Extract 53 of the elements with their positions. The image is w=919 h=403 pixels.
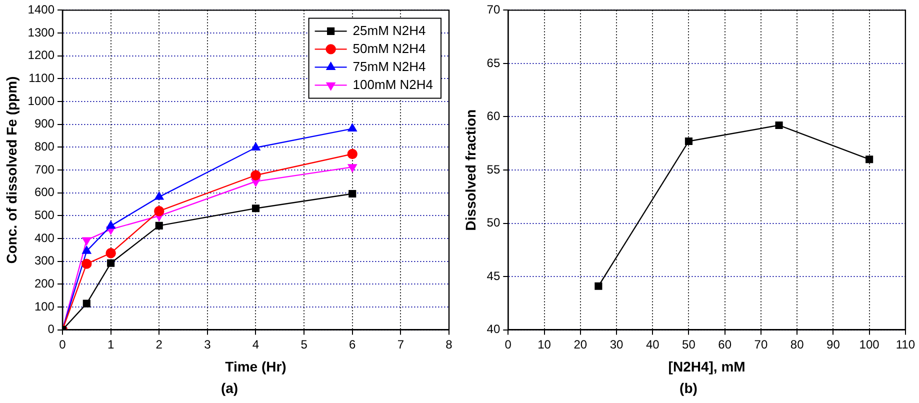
y-tick-label: 0 — [48, 322, 55, 336]
y-tick-label: 1100 — [28, 71, 55, 85]
legend-label: 25mM N2H4 — [352, 22, 426, 38]
y-tick-label: 600 — [34, 185, 55, 200]
x-tick-label: 5 — [300, 337, 308, 352]
x-tick-label: 110 — [896, 337, 916, 352]
x-tick-label: 0 — [504, 337, 512, 352]
y-tick-label: 1300 — [28, 25, 55, 40]
x-tick-label: 70 — [754, 337, 768, 352]
x-tick-label: 7 — [397, 337, 404, 352]
y-tick-label: 55 — [486, 162, 500, 176]
x-tick-label: 50 — [682, 337, 696, 352]
x-axis-title: Time (Hr) — [225, 358, 286, 374]
y-tick-label: 100 — [34, 299, 55, 314]
y-tick-label: 1400 — [28, 2, 55, 17]
x-tick-label: 90 — [826, 337, 840, 352]
x-tick-label: 8 — [446, 337, 453, 352]
y-tick-label: 300 — [34, 254, 55, 268]
x-tick-label: 80 — [790, 337, 804, 352]
y-tick-label: 1200 — [28, 48, 55, 62]
x-tick-label: 40 — [646, 337, 660, 352]
x-axis-title: [N2H4], mM — [668, 358, 746, 374]
y-tick-label: 500 — [34, 208, 55, 222]
x-tick-label: 3 — [204, 337, 212, 352]
x-tick-label: 1 — [107, 337, 114, 352]
legend-label: 100mM N2H4 — [352, 76, 434, 92]
y-tick-label: 900 — [34, 116, 55, 131]
y-tick-label: 50 — [486, 216, 500, 230]
text: (a) — [220, 380, 240, 396]
y-axis-title: Conc. of dissolved Fe (ppm) — [3, 76, 20, 264]
x-tick-label: 4 — [252, 337, 260, 352]
x-tick-label: 2 — [156, 337, 163, 352]
y-tick-label: 40 — [486, 322, 500, 336]
legend-label: 50mM N2H4 — [352, 40, 426, 56]
x-tick-label: 100 — [859, 337, 880, 352]
y-tick-label: 45 — [486, 268, 500, 283]
y-axis-title: Dissolved fraction — [462, 109, 478, 231]
legend-label: 75mM N2H4 — [352, 58, 426, 74]
y-tick-label: 400 — [34, 230, 55, 245]
y-tick-label: 60 — [486, 109, 500, 124]
y-tick-label: 700 — [34, 162, 55, 176]
y-tick-label: 800 — [34, 139, 55, 154]
x-tick-label: 60 — [718, 337, 732, 352]
y-tick-label: 1000 — [28, 94, 55, 108]
y-tick-label: 200 — [34, 276, 55, 290]
x-tick-label: 20 — [574, 337, 588, 352]
x-tick-label: 0 — [59, 337, 66, 352]
y-tick-label: 65 — [486, 56, 500, 70]
text: (b) — [678, 380, 698, 396]
x-tick-label: 6 — [349, 337, 356, 352]
y-tick-label: 70 — [486, 2, 500, 17]
x-tick-label: 30 — [610, 337, 624, 352]
x-tick-label: 10 — [538, 337, 552, 352]
